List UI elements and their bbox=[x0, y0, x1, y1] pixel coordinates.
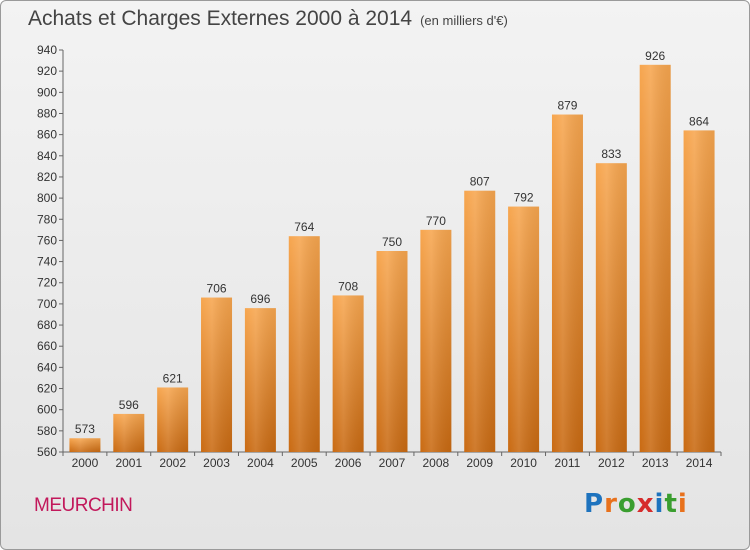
x-tick-label: 2002 bbox=[159, 456, 186, 470]
bar-group: 807 bbox=[464, 175, 496, 452]
y-tick-label: 700 bbox=[37, 297, 57, 311]
bar-shine bbox=[288, 236, 320, 452]
bar-group: 621 bbox=[157, 371, 189, 452]
bar-value-label: 807 bbox=[470, 175, 490, 189]
bar-value-label: 879 bbox=[557, 99, 577, 113]
y-tick-label: 880 bbox=[37, 106, 57, 120]
logo-letter: o bbox=[617, 489, 637, 519]
bar-shine bbox=[464, 190, 496, 452]
x-tick-label: 2006 bbox=[335, 456, 362, 470]
bar-group: 696 bbox=[244, 292, 276, 452]
bar-shine bbox=[69, 438, 101, 452]
bar-value-label: 833 bbox=[601, 147, 621, 161]
x-tick-label: 2010 bbox=[510, 456, 537, 470]
y-tick-label: 760 bbox=[37, 233, 57, 247]
x-tick-label: 2000 bbox=[72, 456, 99, 470]
x-tick-label: 2005 bbox=[291, 456, 318, 470]
x-tick-label: 2012 bbox=[598, 456, 625, 470]
y-tick-label: 940 bbox=[37, 43, 57, 57]
bar-shine bbox=[683, 130, 715, 452]
y-tick-label: 580 bbox=[37, 424, 57, 438]
bar-value-label: 621 bbox=[163, 371, 183, 385]
bar-shine bbox=[244, 308, 276, 452]
y-tick-label: 920 bbox=[37, 64, 57, 78]
y-axis: 560 580 600 620 640 660 680 700 720 740 760 780 800 8… bbox=[37, 43, 64, 459]
x-tick-label: 2007 bbox=[379, 456, 406, 470]
bar-shine bbox=[595, 163, 627, 452]
y-tick-label: 720 bbox=[37, 276, 57, 290]
bar-value-label: 573 bbox=[75, 422, 95, 436]
y-tick-label: 640 bbox=[37, 360, 57, 374]
x-tick-label: 2014 bbox=[686, 456, 713, 470]
bar-group: 573 bbox=[69, 422, 101, 452]
bar-shine bbox=[376, 251, 408, 452]
x-tick-label: 2011 bbox=[555, 456, 581, 470]
x-tick-label: 2003 bbox=[203, 456, 230, 470]
bar-value-label: 750 bbox=[382, 235, 402, 249]
bar-group: 864 bbox=[683, 114, 715, 452]
bar-shine bbox=[332, 295, 364, 452]
chart-title: Achats et Charges Externes 2000 à 2014 bbox=[28, 7, 413, 30]
y-tick-label: 820 bbox=[37, 170, 57, 184]
y-tick-label: 860 bbox=[37, 128, 57, 142]
y-tick-label: 560 bbox=[37, 445, 57, 459]
logo-letter: i bbox=[654, 489, 665, 519]
bar-value-label: 696 bbox=[250, 292, 270, 306]
bar-shine bbox=[508, 206, 540, 452]
x-tick-label: 2013 bbox=[642, 456, 669, 470]
bar-group: 792 bbox=[508, 191, 540, 452]
bar-shine bbox=[113, 413, 145, 452]
bar-shine bbox=[201, 297, 233, 452]
bar-shine bbox=[551, 114, 583, 452]
proxiti-logo[interactable]: Proxiti bbox=[584, 489, 688, 519]
bar-group: 596 bbox=[113, 398, 145, 452]
chart-unit: (en milliers d'€) bbox=[420, 13, 508, 28]
x-axis: 2000 2001 2002 2003 2004 2005 2006 2007 2008 2009… bbox=[62, 451, 722, 470]
bars: 573 596 621 706 696 764 708 750 770 807 792 879 833 9… bbox=[69, 49, 715, 452]
bar-group: 833 bbox=[595, 147, 627, 452]
bar-group: 770 bbox=[420, 214, 452, 452]
y-tick-label: 740 bbox=[37, 255, 57, 269]
y-tick-label: 660 bbox=[37, 339, 57, 353]
bar-value-label: 792 bbox=[514, 191, 534, 205]
place-name: MEURCHIN bbox=[34, 495, 133, 516]
y-tick-label: 680 bbox=[37, 318, 57, 332]
logo-letter: r bbox=[604, 489, 618, 519]
x-tick-label: 2008 bbox=[423, 456, 450, 470]
bar-value-label: 764 bbox=[294, 220, 314, 234]
logo-letter: i bbox=[677, 489, 688, 519]
bar-group: 750 bbox=[376, 235, 408, 452]
y-tick-label: 800 bbox=[37, 191, 57, 205]
bar-group: 706 bbox=[201, 282, 233, 452]
bar-shine bbox=[639, 64, 671, 452]
bar-value-label: 926 bbox=[645, 49, 665, 63]
bar-value-label: 596 bbox=[119, 398, 139, 412]
bar-shine bbox=[157, 387, 189, 452]
y-tick-label: 840 bbox=[37, 149, 57, 163]
bar-group: 764 bbox=[288, 220, 320, 452]
chart-header: Achats et Charges Externes 2000 à 2014 (e… bbox=[28, 7, 508, 31]
logo-letter: x bbox=[636, 489, 655, 519]
bar-group: 926 bbox=[639, 49, 671, 452]
bar-value-label: 770 bbox=[426, 214, 446, 228]
logo-letter: P bbox=[584, 489, 605, 519]
bar-shine bbox=[420, 229, 452, 452]
y-tick-label: 600 bbox=[37, 403, 57, 417]
bar-value-label: 706 bbox=[207, 282, 227, 296]
x-tick-label: 2004 bbox=[247, 456, 274, 470]
bar-group: 708 bbox=[332, 279, 364, 452]
x-tick-label: 2001 bbox=[115, 456, 142, 470]
bar-value-label: 708 bbox=[338, 279, 358, 293]
bar-value-label: 864 bbox=[689, 114, 709, 128]
y-tick-label: 620 bbox=[37, 382, 57, 396]
bar-group: 879 bbox=[551, 99, 583, 452]
y-tick-label: 900 bbox=[37, 85, 57, 99]
x-tick-label: 2009 bbox=[466, 456, 493, 470]
y-tick-label: 780 bbox=[37, 212, 57, 226]
logo-letter: t bbox=[664, 489, 678, 519]
